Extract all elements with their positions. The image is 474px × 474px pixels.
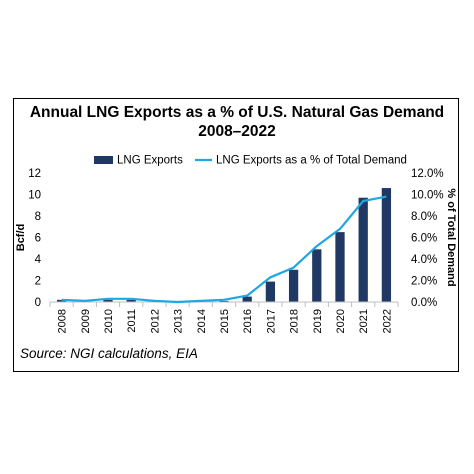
- y-tick-label-left: 8: [35, 211, 41, 223]
- y-tick-label-left: 10: [28, 190, 41, 202]
- y-tick-label-right: 8.0%: [411, 211, 437, 223]
- bar-lng-exports-2010: [103, 299, 113, 302]
- y-tick-label-right: 6.0%: [411, 233, 437, 245]
- y-tick-label-left: 12: [28, 168, 41, 180]
- source-note: Source: NGI calculations, EIA: [20, 346, 198, 361]
- x-tick-label-2016: 2016: [242, 309, 254, 333]
- legend-label-lng-exports: LNG Exports: [117, 155, 183, 167]
- chart-title-line-1: Annual LNG Exports as a % of U.S. Natura…: [29, 104, 445, 121]
- bar-lng-exports-2011: [126, 299, 136, 302]
- x-tick-label-2020: 2020: [335, 309, 347, 333]
- bar-lng-exports-2017: [265, 281, 276, 302]
- y-tick-label-left: 0: [35, 297, 41, 309]
- bar-lng-exports-2021: [358, 197, 368, 302]
- bar-lng-exports-2022: [381, 188, 392, 302]
- y-tick-label-right: 0.0%: [411, 297, 437, 309]
- bar-lng-exports-2019: [312, 249, 322, 302]
- y-tick-label-left: 4: [35, 254, 42, 266]
- y-axis-title-right: % of Total Demand: [445, 188, 457, 286]
- x-tick-label-2009: 2009: [80, 309, 92, 333]
- legend-label-export-share: LNG Exports as a % of Total Demand: [216, 155, 407, 167]
- y-tick-label-left: 6: [35, 233, 41, 245]
- y-tick-label-right: 4.0%: [411, 254, 437, 266]
- x-tick-label-2017: 2017: [265, 309, 277, 333]
- x-tick-label-2022: 2022: [381, 309, 393, 333]
- chart-title: Annual LNG Exports as a % of U.S. Natura…: [14, 103, 460, 141]
- x-tick-label-2012: 2012: [149, 309, 161, 333]
- x-tick-label-2018: 2018: [289, 309, 301, 333]
- chart-plot: LNG Exports LNG Exports as a % of Total D…: [15, 155, 457, 334]
- y-tick-label-right: 10.0%: [411, 190, 444, 202]
- bar-lng-exports-2008: [56, 299, 67, 302]
- legend-swatch-lng-exports: [94, 156, 113, 164]
- chart-title-line-2: 2008–2022: [198, 123, 276, 140]
- bar-lng-exports-2018: [288, 269, 299, 302]
- chart-frame: Annual LNG Exports as a % of U.S. Natura…: [13, 98, 459, 372]
- x-tick-label-2019: 2019: [312, 309, 324, 333]
- y-axis-title-left: Bcf/d: [15, 224, 27, 252]
- y-tick-label-right: 12.0%: [411, 168, 444, 180]
- bar-lng-exports-2016: [242, 296, 252, 302]
- x-tick-label-2011: 2011: [126, 309, 138, 333]
- y-tick-label-right: 2.0%: [411, 276, 437, 288]
- x-tick-label-2013: 2013: [173, 309, 185, 333]
- bar-lng-exports-2020: [335, 232, 345, 302]
- x-tick-label-2010: 2010: [103, 309, 115, 333]
- x-tick-label-2008: 2008: [57, 309, 69, 333]
- x-tick-label-2021: 2021: [358, 309, 370, 333]
- x-tick-label-2015: 2015: [219, 309, 231, 333]
- y-tick-label-left: 2: [35, 276, 41, 288]
- bar-lng-exports-2015: [219, 300, 229, 302]
- x-tick-label-2014: 2014: [196, 309, 208, 333]
